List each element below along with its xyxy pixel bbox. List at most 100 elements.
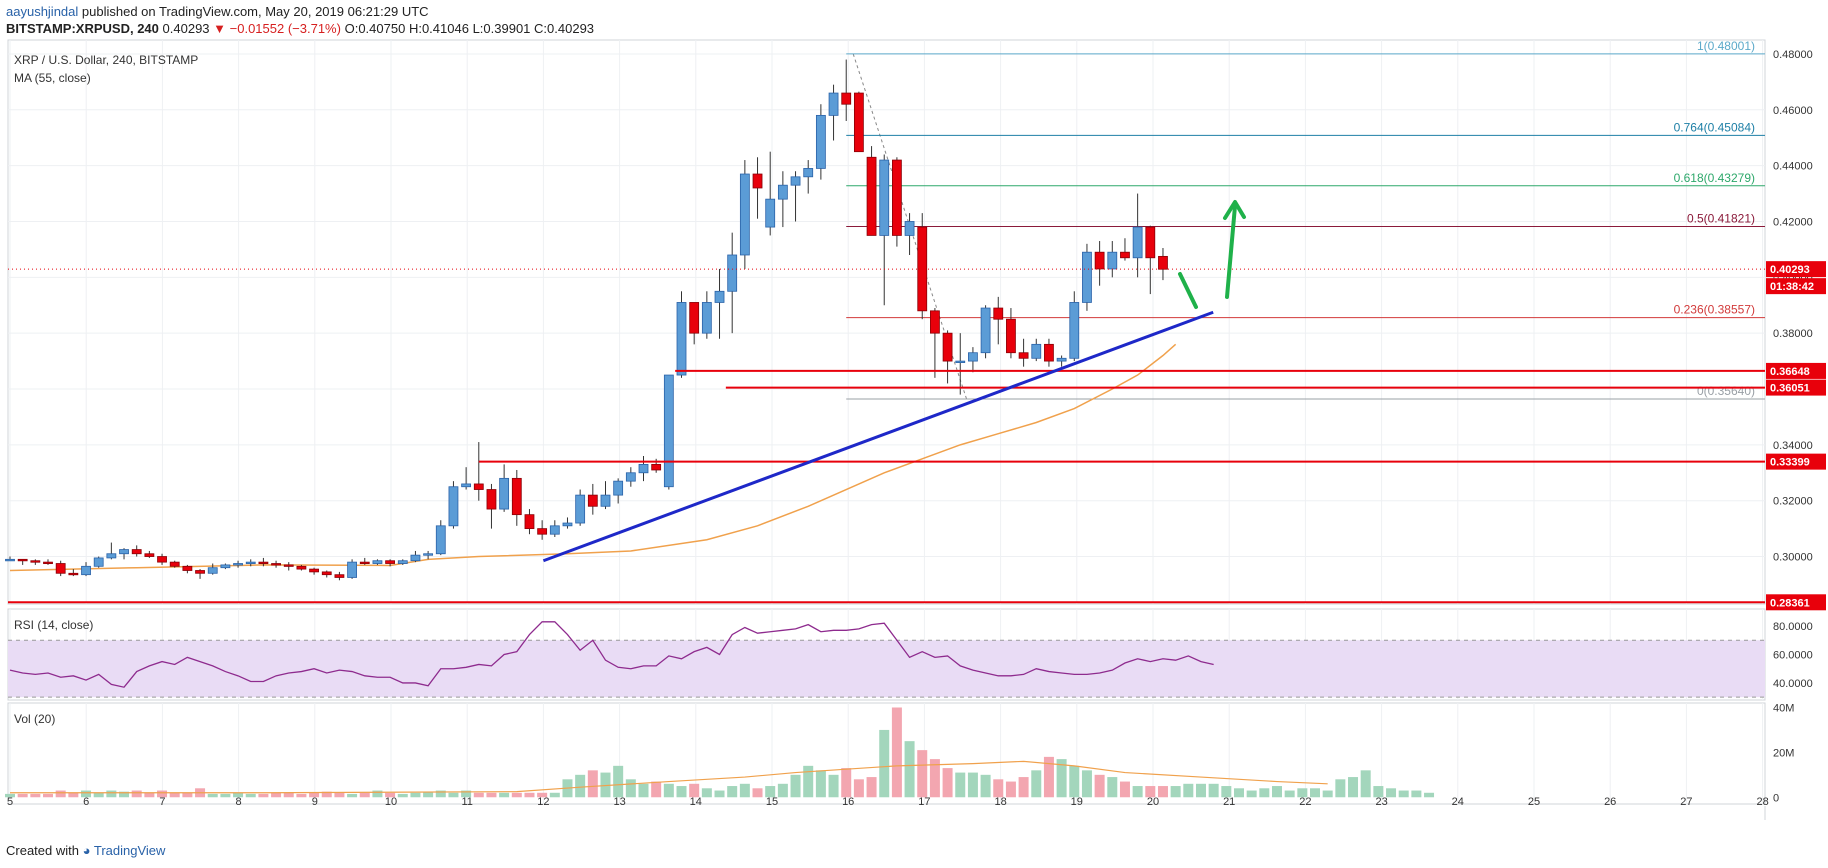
- tradingview-logo-icon[interactable]: ◕: [82, 843, 91, 858]
- volume-bar: [1170, 786, 1181, 798]
- volume-bar: [486, 792, 497, 798]
- ohlc-high: H:0.41046: [408, 21, 469, 36]
- y-tick-label: 0.34000: [1773, 440, 1813, 452]
- volume-ma-line: [10, 760, 1328, 794]
- volume-bar: [106, 790, 117, 798]
- x-tick-label: 9: [312, 796, 318, 808]
- volume-bar: [841, 768, 852, 798]
- candle: [968, 352, 978, 362]
- candle: [803, 168, 814, 178]
- up-arrow-icon: [1225, 204, 1237, 299]
- volume-bar: [739, 783, 750, 798]
- volume-bar: [1195, 783, 1206, 798]
- candle: [904, 221, 915, 236]
- volume-bar: [549, 792, 560, 798]
- candle: [347, 561, 357, 578]
- candle: [727, 254, 738, 292]
- y-tick-label: 0.48000: [1773, 49, 1813, 61]
- candle: [195, 570, 205, 574]
- x-tick-label: 17: [918, 796, 930, 808]
- candle: [81, 565, 91, 576]
- volume-tick-label: 20M: [1773, 747, 1794, 759]
- candle: [955, 360, 966, 363]
- volume-bar: [955, 772, 966, 798]
- candle: [765, 198, 776, 228]
- volume-bar: [473, 792, 484, 798]
- candle: [461, 483, 472, 488]
- x-tick-label: 27: [1680, 796, 1692, 808]
- author-link[interactable]: aayushjindal: [6, 4, 79, 19]
- candle: [993, 307, 1004, 320]
- candle: [980, 307, 991, 354]
- volume-bar: [777, 783, 788, 798]
- candle: [486, 489, 497, 510]
- volume-bar: [1081, 770, 1092, 798]
- price-pane: [7, 39, 1766, 605]
- volume-bar: [1348, 777, 1359, 798]
- volume-bar: [334, 792, 345, 798]
- candle: [600, 494, 611, 507]
- candle: [309, 568, 319, 573]
- rsi-tick-label: 60.0000: [1773, 650, 1813, 662]
- candle: [511, 477, 522, 516]
- volume-bar: [676, 786, 687, 798]
- symbol-name: BITSTAMP:XRPUSD, 240: [6, 21, 159, 36]
- candle: [1132, 226, 1143, 259]
- tradingview-brand[interactable]: TradingView: [93, 843, 166, 858]
- candle: [537, 528, 548, 535]
- candle: [43, 561, 53, 565]
- volume-bar: [638, 783, 649, 798]
- candle: [549, 525, 560, 535]
- candle: [1082, 251, 1092, 303]
- volume-bar: [727, 786, 738, 798]
- x-tick-label: 10: [385, 796, 397, 808]
- level-tag: [1766, 594, 1826, 611]
- x-tick-label: 24: [1452, 796, 1464, 808]
- volume-bar: [1310, 788, 1321, 798]
- candle: [1094, 251, 1105, 270]
- volume-bar: [1322, 790, 1333, 798]
- volume-bar: [575, 774, 586, 798]
- volume-bar: [1411, 790, 1422, 798]
- volume-bar: [803, 765, 814, 798]
- volume-bar: [245, 793, 256, 798]
- volume-bar: [815, 770, 826, 798]
- x-tick-label: 7: [159, 796, 165, 808]
- volume-bar: [81, 790, 92, 798]
- rsi-tick-label: 80.0000: [1773, 621, 1813, 633]
- x-tick-label: 16: [842, 796, 854, 808]
- candle: [5, 558, 15, 562]
- ohlc-low: L:0.39901: [472, 21, 531, 36]
- candle: [435, 525, 446, 555]
- volume-bar: [993, 779, 1004, 798]
- candle: [663, 374, 674, 488]
- volume-bar: [397, 793, 408, 798]
- volume-bar: [1018, 777, 1029, 798]
- candle: [30, 560, 41, 563]
- candle: [575, 494, 586, 524]
- x-tick-label: 19: [1071, 796, 1083, 808]
- candle: [423, 553, 434, 556]
- candle: [17, 558, 28, 562]
- candle: [1158, 255, 1168, 270]
- level-tag-text: 0.28361: [1770, 597, 1810, 609]
- x-tick-label: 6: [83, 796, 89, 808]
- volume-bar: [1246, 790, 1257, 798]
- volume-bar: [891, 707, 902, 798]
- candle: [815, 114, 826, 169]
- volume-bar: [283, 792, 294, 798]
- volume-bar: [119, 791, 130, 798]
- candle: [651, 463, 662, 471]
- up-arrow-head-icon: [1223, 200, 1246, 220]
- volume-bar: [423, 791, 434, 798]
- candle: [739, 173, 750, 256]
- volume-bar: [1208, 783, 1219, 798]
- volume-bar: [296, 793, 307, 798]
- volume-bar: [524, 792, 535, 798]
- y-tick-label: 0.42000: [1773, 216, 1813, 228]
- chart-title: XRP / U.S. Dollar, 240, BITSTAMP: [14, 53, 198, 67]
- fib-label: 0(0.35640): [1697, 384, 1755, 398]
- volume-bar: [790, 774, 801, 798]
- ohlc-low-value: 0.39901: [483, 21, 531, 36]
